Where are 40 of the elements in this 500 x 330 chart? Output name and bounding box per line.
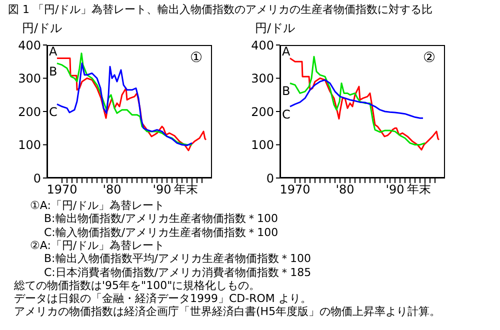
series-label: B xyxy=(49,64,58,78)
text: ②A:「円/ドル」為替レート xyxy=(30,238,165,253)
annotation: ① xyxy=(190,50,203,66)
y-tick-label: 400 xyxy=(18,38,41,52)
y-axis-title: 円/ドル xyxy=(255,20,296,37)
y-tick-label: 0 xyxy=(33,171,41,186)
x-tick-label: '80 xyxy=(102,182,122,197)
line-series xyxy=(289,56,426,146)
x-tick-label: 1970 xyxy=(46,182,78,197)
y-tick-label: 300 xyxy=(251,72,274,86)
y-tick-label: 0 xyxy=(266,171,274,186)
x-axis-title: 年末 xyxy=(407,181,431,198)
y-axis-title: 円/ドル xyxy=(22,20,62,37)
y-tick-label: 200 xyxy=(251,104,274,119)
y-tick-label: 200 xyxy=(18,104,41,119)
x-tick-label: 1970 xyxy=(280,182,310,197)
y-tick-label: 100 xyxy=(251,138,274,152)
x-tick-label: '80 xyxy=(336,182,354,197)
y-tick-label: 300 xyxy=(18,72,41,86)
series-label: C xyxy=(282,108,290,122)
text: B:輸出物価指数/アメリカ生産者物価指数＊100 xyxy=(44,211,278,226)
text: ①A:「円/ドル」為替レート xyxy=(30,198,165,213)
series-label: B xyxy=(282,84,290,98)
text: C:輸入物価指数/アメリカ生産者物価指数＊100 xyxy=(44,224,278,240)
chart-title: 図 1 「円/ドル」為替レート、輸出入物価指数のアメリカの生産者物価指数に対する比 xyxy=(8,2,433,17)
text: B:輸出入物価指数平均/アメリカ生産者物価指数＊100 xyxy=(44,251,311,266)
series-label: C xyxy=(49,105,58,120)
line-series xyxy=(289,79,424,119)
text: アメリカの物価指数は経済企画庁「世界経済白書(H5年度版」の物価上昇率より計算。 xyxy=(14,304,441,320)
text: データは日銀の「金融・経済データ1999」CD-ROM より。 xyxy=(14,291,312,306)
x-tick-label: '90 xyxy=(386,182,404,197)
x-tick-label: '90 xyxy=(152,182,172,197)
series-label: A xyxy=(49,44,58,58)
y-tick-label: 400 xyxy=(251,38,274,52)
x-axis-title: 年末 xyxy=(174,181,198,198)
text: 総ての物価指数は'95年を"100"に規格化しもの。 xyxy=(14,278,260,292)
annotation: ② xyxy=(423,50,436,66)
y-tick-label: 100 xyxy=(18,138,41,152)
text: C:日本消費者物価指数/アメリカ消費者物価指数＊185 xyxy=(44,264,312,280)
series-label: A xyxy=(282,44,291,58)
